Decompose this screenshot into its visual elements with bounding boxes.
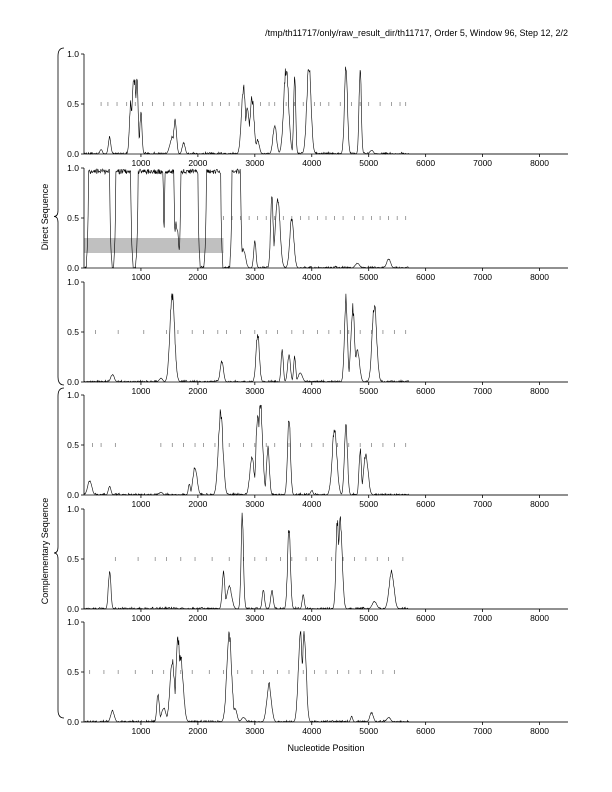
x-tick-label: 7000 — [473, 272, 492, 282]
panel-complementary-frame-3: 0.0 0.5 1.0 1000 2000 3000 4000 5000 6000 7000 800… — [67, 617, 568, 736]
x-tick-label: 1000 — [131, 613, 150, 623]
y-tick-label: 0.0 — [67, 490, 79, 500]
strand-brackets — [53, 47, 65, 719]
y-tick-label: 1.0 — [67, 617, 79, 627]
y-tick-label: 0.5 — [67, 327, 79, 337]
x-tick-label: 4000 — [302, 499, 321, 509]
x-tick-label: 3000 — [245, 726, 264, 736]
x-tick-label: 2000 — [188, 158, 207, 168]
x-tick-label: 1000 — [131, 272, 150, 282]
x-tick-label: 5000 — [359, 272, 378, 282]
x-tick-label: 5000 — [359, 386, 378, 396]
x-tick-label: 4000 — [302, 272, 321, 282]
panel-direct-frame-3: 0.0 0.5 1.0 1000 2000 3000 4000 5000 6000 7000 800… — [67, 277, 568, 396]
x-tick-label: 4000 — [302, 613, 321, 623]
coding-potential-line — [83, 630, 568, 723]
x-tick-label: 2000 — [188, 613, 207, 623]
x-tick-label: 4000 — [302, 158, 321, 168]
x-tick-label: 8000 — [530, 386, 549, 396]
x-tick-label: 1000 — [131, 726, 150, 736]
x-tick-label: 8000 — [530, 613, 549, 623]
y-tick-label: 0.5 — [67, 554, 79, 564]
x-tick-label: 3000 — [245, 386, 264, 396]
x-tick-label: 4000 — [302, 726, 321, 736]
y-tick-label: 0.0 — [67, 149, 79, 159]
coding-potential-line — [83, 66, 568, 155]
shaded-region — [84, 238, 224, 253]
x-tick-label: 5000 — [359, 726, 378, 736]
panel-complementary-frame-1: 0.0 0.5 1.0 1000 2000 3000 4000 5000 6000 7000 800… — [67, 390, 568, 509]
panel-complementary-frame-2: 0.0 0.5 1.0 1000 2000 3000 4000 5000 6000 7000 800… — [67, 504, 568, 623]
complementary-sequence-brace — [53, 387, 65, 719]
y-tick-label: 1.0 — [67, 163, 79, 173]
x-tick-label: 7000 — [473, 499, 492, 509]
x-tick-label: 3000 — [245, 613, 264, 623]
x-tick-label: 1000 — [131, 499, 150, 509]
x-tick-label: 7000 — [473, 158, 492, 168]
y-tick-label: 0.0 — [67, 263, 79, 273]
x-tick-label: 1000 — [131, 158, 150, 168]
x-tick-label: 5000 — [359, 499, 378, 509]
coding-potential-line — [83, 168, 568, 269]
y-tick-label: 0.5 — [67, 667, 79, 677]
x-tick-label: 3000 — [245, 499, 264, 509]
coding-potential-line — [83, 293, 568, 383]
x-tick-label: 4000 — [302, 386, 321, 396]
y-tick-label: 0.5 — [67, 99, 79, 109]
x-tick-label: 2000 — [188, 726, 207, 736]
y-tick-label: 1.0 — [67, 390, 79, 400]
y-tick-label: 1.0 — [67, 277, 79, 287]
coding-potential-line — [83, 404, 568, 496]
x-tick-label: 6000 — [416, 726, 435, 736]
x-tick-label: 6000 — [416, 613, 435, 623]
x-tick-label: 6000 — [416, 499, 435, 509]
y-tick-label: 0.0 — [67, 717, 79, 727]
x-tick-label: 8000 — [530, 272, 549, 282]
x-tick-label: 8000 — [530, 726, 549, 736]
x-tick-label: 7000 — [473, 726, 492, 736]
x-axis-label: Nucleotide Position — [287, 743, 364, 753]
x-tick-label: 2000 — [188, 499, 207, 509]
complementary-sequence-label: Complementary Sequence — [40, 498, 50, 605]
panel-direct-frame-1: 0.0 0.5 1.0 1000 2000 3000 4000 5000 6000 7000 800… — [67, 49, 568, 168]
x-tick-label: 3000 — [245, 272, 264, 282]
x-tick-label: 1000 — [131, 386, 150, 396]
x-tick-label: 2000 — [188, 272, 207, 282]
y-tick-label: 1.0 — [67, 504, 79, 514]
y-tick-label: 0.0 — [67, 377, 79, 387]
panel-direct-frame-2: 0.0 0.5 1.0 1000 2000 3000 4000 5000 6000 7000 800… — [67, 163, 568, 282]
x-tick-label: 6000 — [416, 272, 435, 282]
x-tick-label: 8000 — [530, 499, 549, 509]
x-tick-label: 8000 — [530, 158, 549, 168]
x-tick-label: 7000 — [473, 386, 492, 396]
x-tick-label: 6000 — [416, 386, 435, 396]
y-tick-label: 1.0 — [67, 49, 79, 59]
direct-sequence-brace — [53, 47, 65, 386]
y-tick-label: 0.5 — [67, 440, 79, 450]
coding-potential-line — [83, 512, 568, 610]
x-tick-label: 2000 — [188, 386, 207, 396]
x-tick-label: 6000 — [416, 158, 435, 168]
x-tick-label: 7000 — [473, 613, 492, 623]
plot-panels: 0.0 0.5 1.0 1000 2000 3000 4000 5000 6000 7000 800… — [67, 49, 568, 736]
x-tick-label: 5000 — [359, 613, 378, 623]
x-tick-label: 5000 — [359, 158, 378, 168]
direct-sequence-label: Direct Sequence — [40, 184, 50, 251]
y-tick-label: 0.0 — [67, 604, 79, 614]
page-title: /tmp/th11717/only/raw_result_dir/th11717… — [265, 28, 568, 38]
y-tick-label: 0.5 — [67, 213, 79, 223]
x-tick-label: 3000 — [245, 158, 264, 168]
